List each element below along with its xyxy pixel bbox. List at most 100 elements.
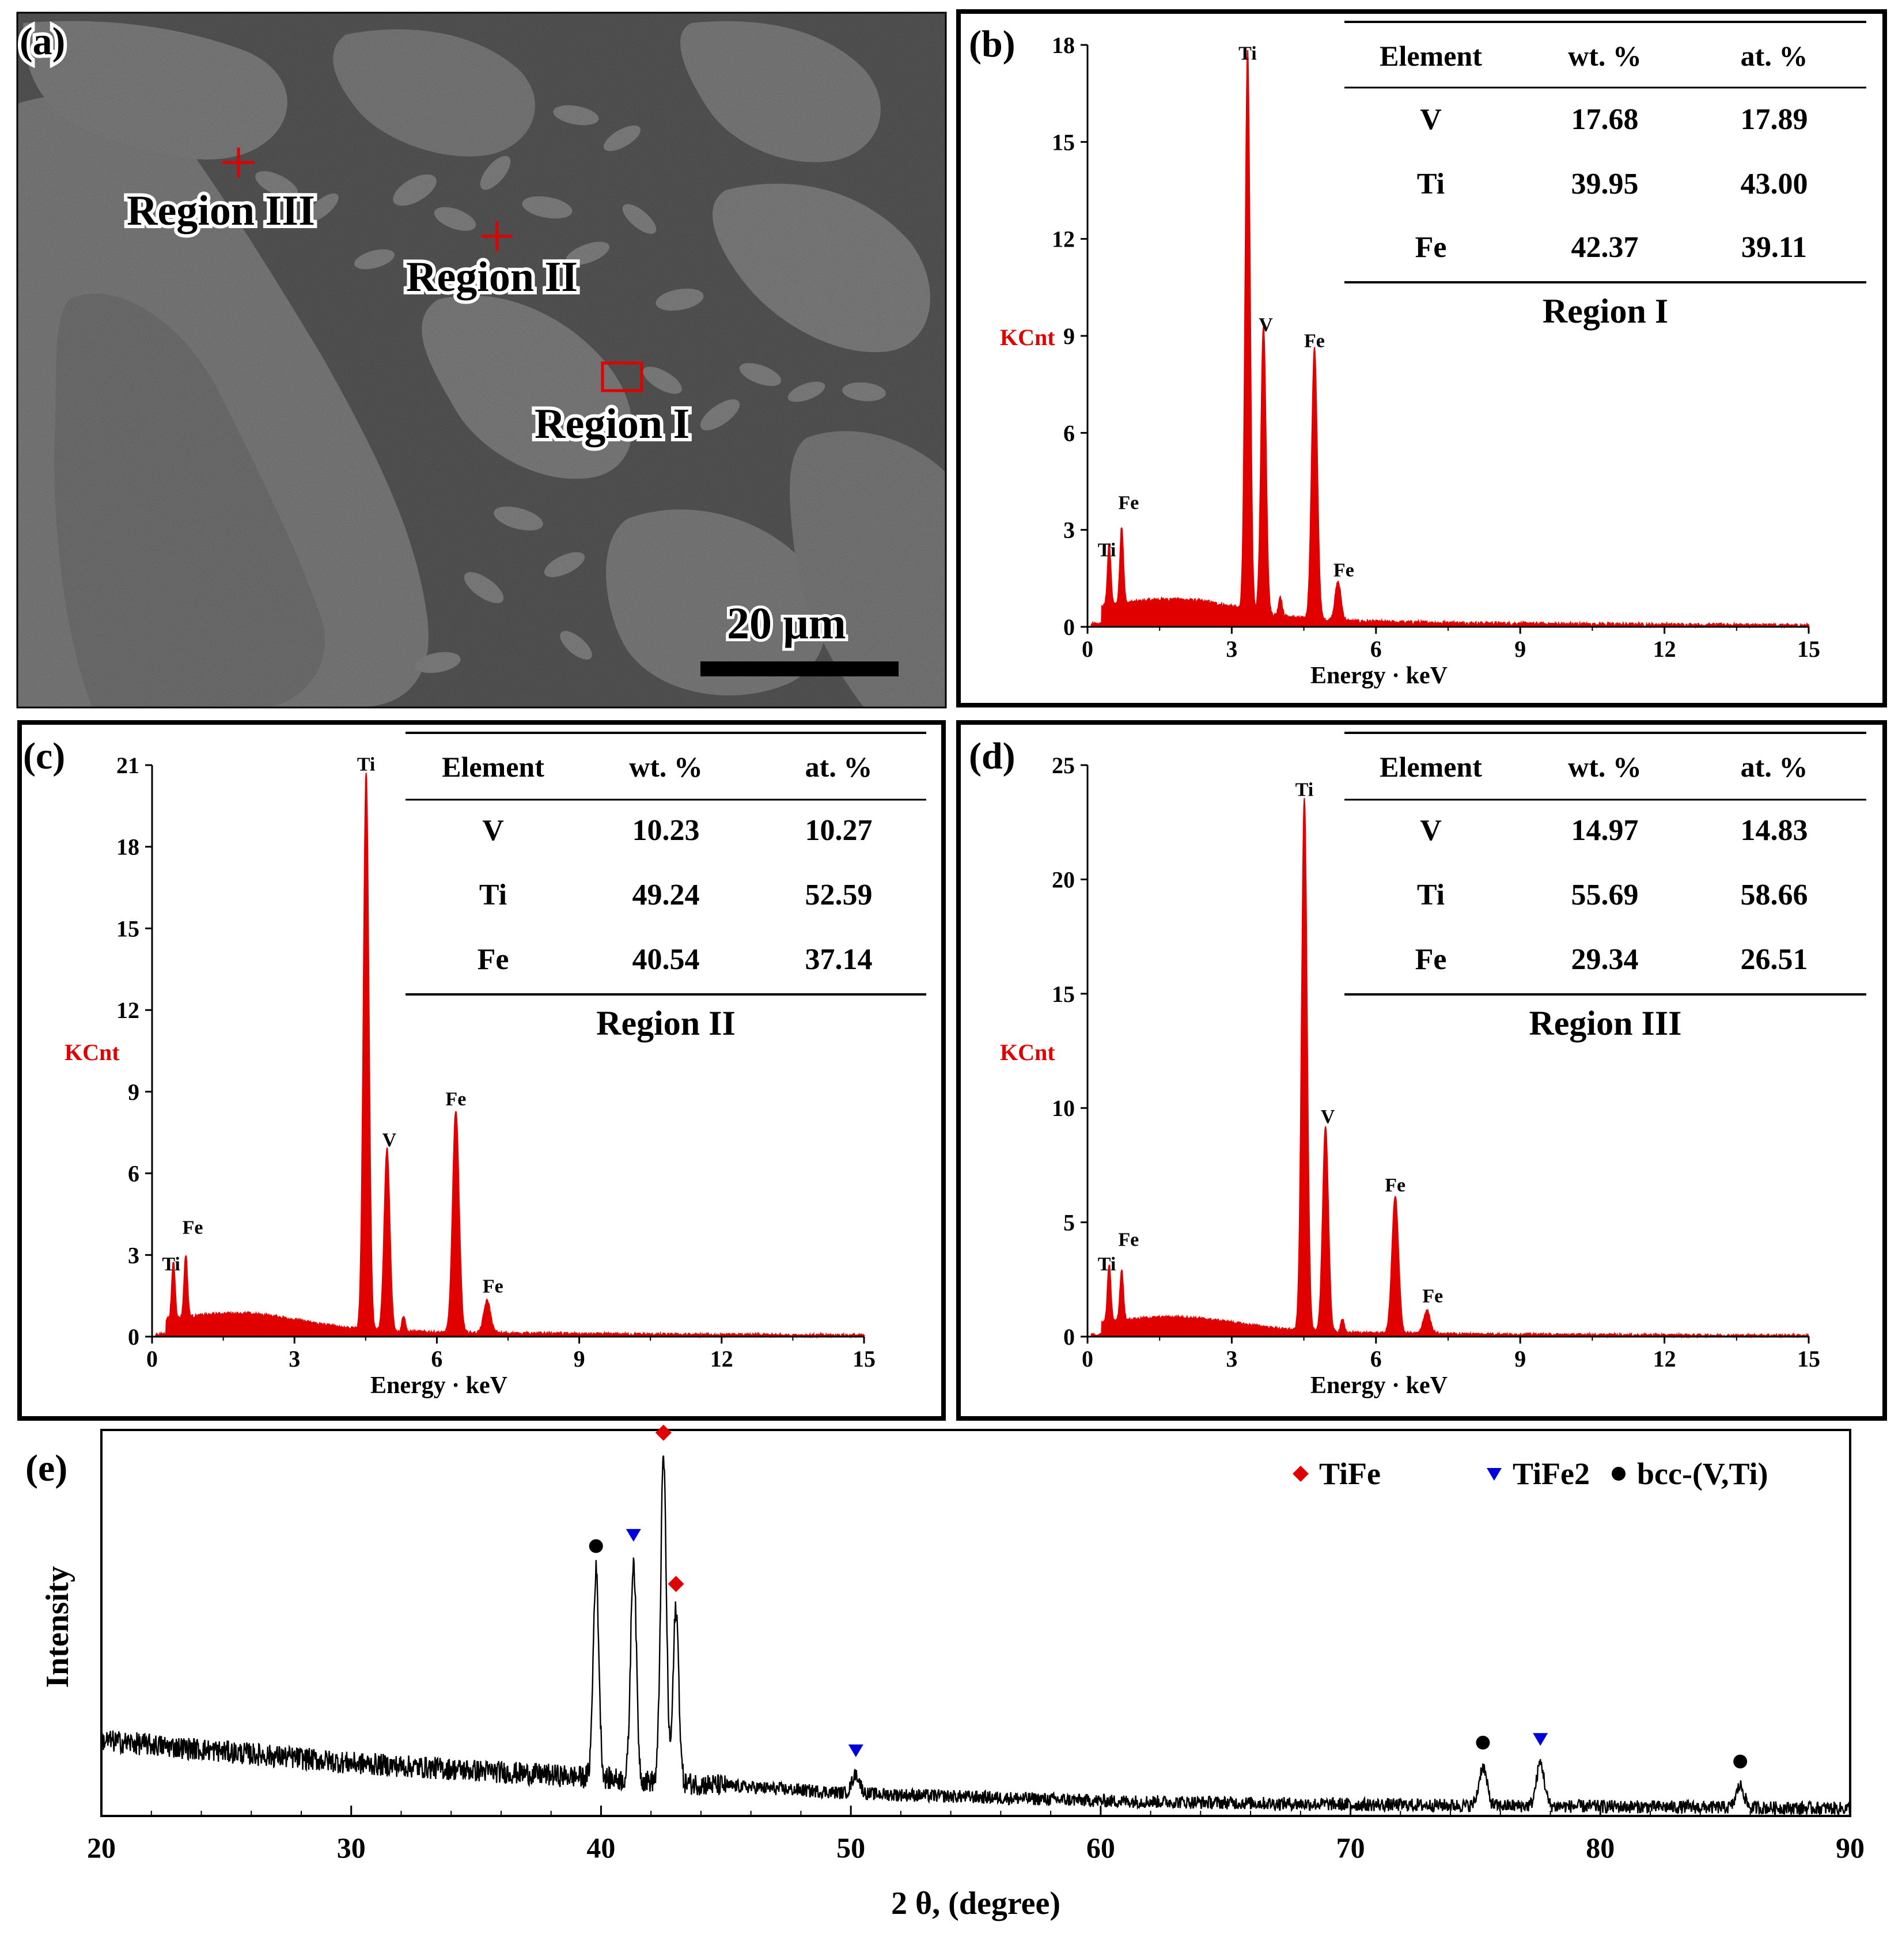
table-cell: 58.66 bbox=[1741, 879, 1808, 911]
xrd-line bbox=[100, 1455, 1851, 1815]
y-tick-label: 18 bbox=[1052, 32, 1075, 58]
legend-label: TiFe2 bbox=[1513, 1456, 1590, 1491]
x-tick-label: 15 bbox=[1797, 636, 1820, 662]
x-tick-label: 60 bbox=[1086, 1832, 1115, 1864]
table-cell: Fe bbox=[1415, 231, 1447, 264]
table-cell: Fe bbox=[478, 943, 509, 976]
sem-border bbox=[16, 12, 947, 709]
table-cell: V bbox=[1420, 103, 1442, 136]
spectrum-area bbox=[155, 773, 865, 1339]
x-tick-label: 50 bbox=[836, 1832, 865, 1864]
peak-label: Fe bbox=[483, 1276, 503, 1297]
y-tick-label: 15 bbox=[1052, 129, 1075, 155]
peak-label: Fe bbox=[1118, 1229, 1139, 1251]
x-tick-label: 9 bbox=[1514, 1346, 1526, 1372]
x-tick-label: 80 bbox=[1586, 1832, 1615, 1864]
table-header: Element bbox=[1380, 40, 1482, 72]
phase-marker bbox=[626, 1528, 641, 1542]
panel-d-frame bbox=[956, 720, 1887, 1421]
panel-b-frame bbox=[956, 9, 1887, 707]
table-cell: 39.95 bbox=[1571, 168, 1639, 200]
x-axis-label: Energy · keV bbox=[1310, 1372, 1448, 1399]
peak-label: Ti bbox=[357, 754, 376, 775]
spectrum-chart-b: 0 3 6 9 12 15 0 3 6 9 12 15 18 Energy · keV KCnt Ti Fe Ti… bbox=[1000, 21, 1866, 689]
y-tick-label: 6 bbox=[1063, 420, 1075, 446]
y-tick-label: 15 bbox=[1052, 981, 1075, 1007]
panel-c: (c) 0 3 6 9 12 15 0 3 6 9 12 15 18 21 Energy · keV KCnt… bbox=[17, 720, 946, 1421]
region-label-2: Region II bbox=[406, 253, 578, 301]
table-header: Element bbox=[1380, 751, 1482, 783]
x-tick-label: 6 bbox=[1370, 636, 1382, 662]
x-tick-label: 6 bbox=[431, 1346, 442, 1372]
y-axis-label: KCnt bbox=[65, 1039, 120, 1065]
table-cell: 10.27 bbox=[805, 814, 873, 847]
phase-marker bbox=[1476, 1735, 1490, 1750]
table-cell: 10.23 bbox=[632, 814, 700, 847]
table-cell: 14.83 bbox=[1741, 814, 1808, 847]
x-tick-label: 3 bbox=[289, 1346, 300, 1372]
peak-label: Fe bbox=[1304, 331, 1325, 352]
x-tick-label: 3 bbox=[1226, 1346, 1237, 1372]
region-label-3: Region III bbox=[127, 187, 315, 234]
peak-label: Fe bbox=[183, 1217, 203, 1238]
table-cell: 43.00 bbox=[1741, 168, 1808, 200]
y-tick-label: 9 bbox=[1063, 323, 1075, 349]
table-cell: 52.59 bbox=[805, 879, 873, 911]
spectrum-area bbox=[1090, 50, 1809, 629]
scale-bar bbox=[700, 661, 899, 676]
peak-label: Fe bbox=[1385, 1175, 1405, 1196]
legend-marker bbox=[1487, 1468, 1502, 1481]
y-axis-label: KCnt bbox=[1000, 1039, 1055, 1065]
x-tick-label: 15 bbox=[1797, 1346, 1820, 1372]
panel-label-e: (e) bbox=[25, 1447, 67, 1489]
table-cell: V bbox=[1420, 814, 1442, 847]
table-cell: Ti bbox=[1417, 879, 1445, 911]
xrd-chart: 20 30 40 50 60 70 80 90 2 θ, (degree) Intensity Ti… bbox=[40, 1424, 1865, 1921]
table-cell: Ti bbox=[479, 879, 507, 911]
table-cell: 29.34 bbox=[1571, 943, 1639, 976]
table-cell: 14.97 bbox=[1571, 814, 1639, 847]
table-cell: 39.11 bbox=[1741, 231, 1807, 264]
peak-label: V bbox=[382, 1130, 397, 1151]
y-tick-label: 3 bbox=[128, 1242, 139, 1268]
x-tick-label: 12 bbox=[710, 1346, 733, 1372]
x-tick-label: 0 bbox=[1082, 1346, 1093, 1372]
region-marker-1 bbox=[601, 361, 643, 392]
table-cell: 42.37 bbox=[1571, 231, 1639, 264]
x-tick-label: 12 bbox=[1653, 636, 1676, 662]
sem-panel: Region III Region II Region I 20 μm (a) bbox=[16, 12, 947, 709]
peak-label: Fe bbox=[1333, 560, 1354, 581]
table-cell: V bbox=[482, 814, 504, 847]
y-tick-label: 5 bbox=[1063, 1210, 1075, 1236]
peak-label: V bbox=[1321, 1106, 1335, 1127]
y-tick-label: 15 bbox=[116, 915, 139, 941]
legend-label: bcc-(V,Ti) bbox=[1637, 1456, 1768, 1491]
peak-label: V bbox=[1259, 315, 1273, 336]
panel-label-a: (a) bbox=[20, 19, 65, 63]
y-tick-label: 25 bbox=[1052, 752, 1075, 778]
x-tick-label: 70 bbox=[1336, 1832, 1365, 1864]
x-tick-label: 90 bbox=[1836, 1832, 1865, 1864]
region-marker-2 bbox=[482, 221, 513, 251]
table-header: wt. % bbox=[629, 751, 703, 783]
x-tick-label: 12 bbox=[1653, 1346, 1676, 1372]
panel-label-b: (b) bbox=[969, 23, 1016, 65]
y-tick-label: 18 bbox=[116, 834, 139, 860]
table-cell: 55.69 bbox=[1571, 879, 1639, 911]
peak-label: Ti bbox=[1238, 43, 1257, 64]
table-cell: 37.14 bbox=[805, 943, 873, 976]
y-axis-label: Intensity bbox=[40, 1566, 75, 1688]
x-axis-label: 2 θ, (degree) bbox=[891, 1886, 1060, 1921]
x-axis-label: Energy · keV bbox=[1310, 663, 1448, 689]
spectrum-area bbox=[1090, 797, 1809, 1339]
y-tick-label: 0 bbox=[1063, 614, 1075, 640]
x-tick-label: 30 bbox=[337, 1832, 366, 1864]
sem-phases bbox=[17, 13, 946, 707]
table-cell: 17.68 bbox=[1571, 103, 1639, 136]
peak-label: Ti bbox=[162, 1254, 180, 1275]
panel-label-c: (c) bbox=[23, 735, 65, 777]
legend-marker bbox=[1293, 1466, 1309, 1482]
